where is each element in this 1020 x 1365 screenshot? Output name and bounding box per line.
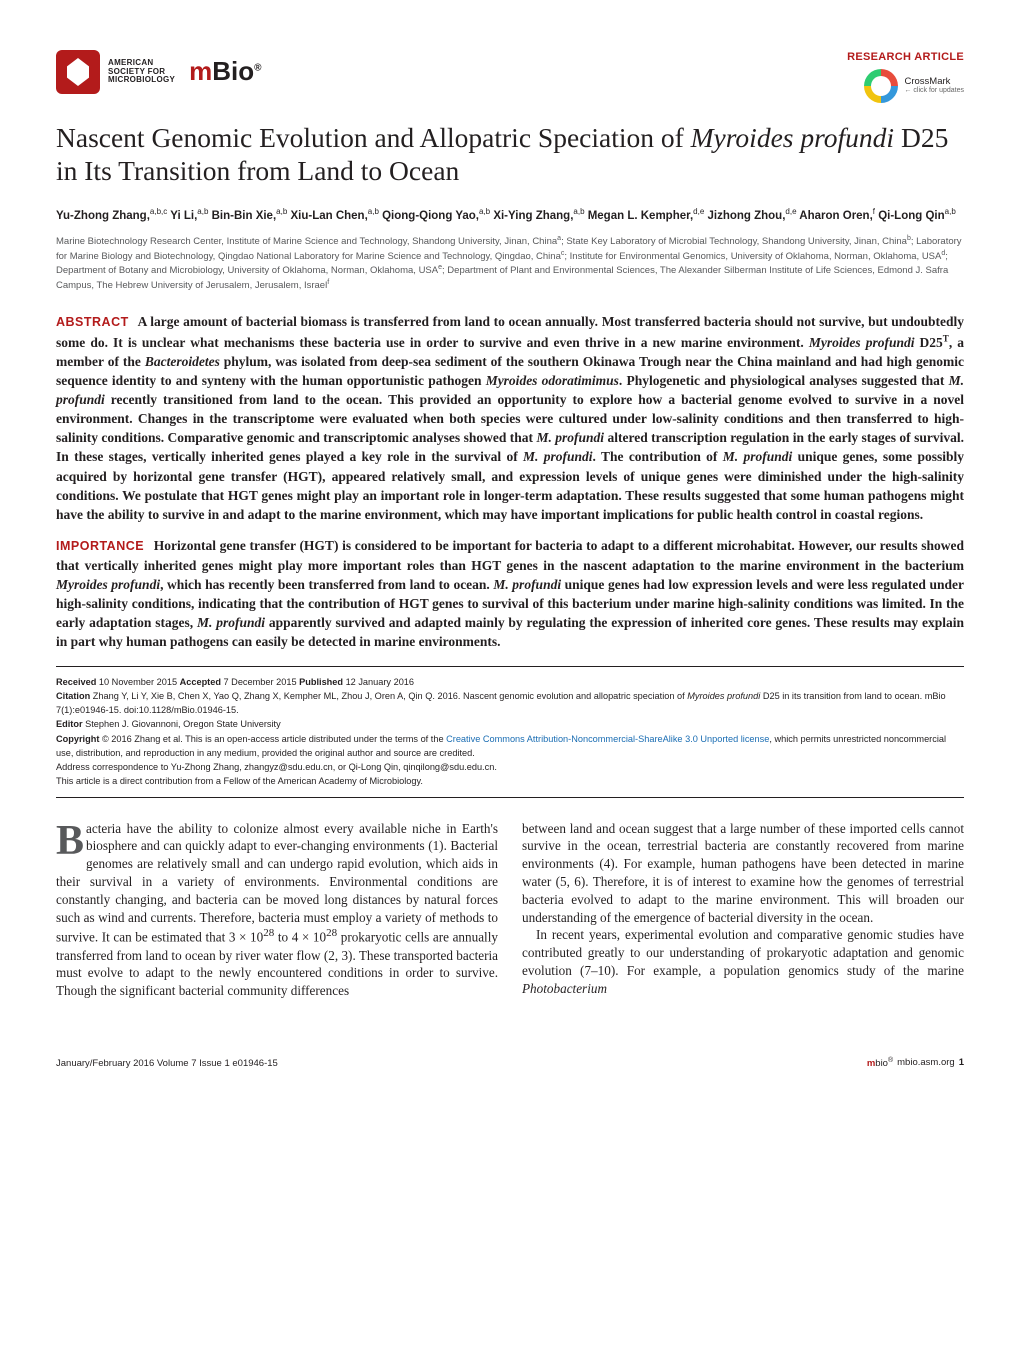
mbio-reg: ® — [254, 63, 261, 74]
society-name: AMERICANSOCIETY FORMICROBIOLOGY — [108, 59, 175, 84]
body-column-1: Bacteria have the ability to colonize al… — [56, 820, 498, 1001]
meta-citation: Citation Zhang Y, Li Y, Xie B, Chen X, Y… — [56, 689, 964, 718]
abstract-text: ABSTRACT A large amount of bacterial bio… — [56, 312, 964, 524]
footer-mbio-bio: bio — [875, 1058, 888, 1069]
title-pre: Nascent Genomic Evolution and Allopatric… — [56, 122, 691, 153]
crossmark-subtitle: ← click for updates — [904, 87, 964, 95]
logo-group: AMERICANSOCIETY FORMICROBIOLOGY mBio® — [56, 50, 262, 94]
meta-dates: Received 10 November 2015 Accepted 7 Dec… — [56, 675, 964, 689]
crossmark-title: CrossMark — [904, 77, 964, 87]
mbio-m: m — [189, 56, 212, 86]
body-col2-p2: In recent years, experimental evolution … — [522, 926, 964, 997]
article-type-label: RESEARCH ARTICLE — [847, 50, 964, 65]
footer-url: mbio.asm.org — [897, 1057, 955, 1070]
meta-correspondence: Address correspondence to Yu-Zhong Zhang… — [56, 760, 964, 774]
body-col1-p1: Bacteria have the ability to colonize al… — [56, 820, 498, 1001]
crossmark[interactable]: CrossMark ← click for updates — [847, 69, 964, 103]
asm-logo-icon — [56, 50, 100, 94]
body-columns: Bacteria have the ability to colonize al… — [56, 820, 964, 1001]
mbio-bio: Bio — [212, 56, 254, 86]
abstract-block: ABSTRACT A large amount of bacterial bio… — [56, 312, 964, 524]
importance-body: Horizontal gene transfer (HGT) is consid… — [56, 538, 964, 649]
page-header: AMERICANSOCIETY FORMICROBIOLOGY mBio® RE… — [56, 50, 964, 103]
footer-mbio-m: m — [867, 1058, 875, 1069]
body-column-2: between land and ocean suggest that a la… — [522, 820, 964, 1001]
footer-page-number: 1 — [959, 1057, 964, 1070]
footer-center: mbio® mbio.asm.org 1 — [867, 1056, 964, 1071]
title-species: Myroides profundi — [691, 122, 894, 153]
article-title: Nascent Genomic Evolution and Allopatric… — [56, 121, 964, 188]
abstract-label: ABSTRACT — [56, 315, 129, 329]
footer-mbio-reg: ® — [888, 1057, 893, 1064]
author-list: Yu-Zhong Zhang,a,b,c Yi Li,a,b Bin-Bin X… — [56, 206, 964, 225]
footer-mbio-logo: mbio® — [867, 1056, 893, 1071]
footer-issue: January/February 2016 Volume 7 Issue 1 e… — [56, 1058, 278, 1071]
importance-text: IMPORTANCE Horizontal gene transfer (HGT… — [56, 536, 964, 652]
affiliations: Marine Biotechnology Research Center, In… — [56, 234, 964, 292]
page-footer: January/February 2016 Volume 7 Issue 1 e… — [56, 1056, 964, 1071]
abstract-body: A large amount of bacterial biomass is t… — [56, 314, 964, 522]
crossmark-badge-icon — [864, 69, 898, 103]
meta-copyright: Copyright © 2016 Zhang et al. This is an… — [56, 732, 964, 761]
body-col2-p1: between land and ocean suggest that a la… — [522, 820, 964, 927]
header-right: RESEARCH ARTICLE CrossMark ← click for u… — [847, 50, 964, 103]
meta-box: Received 10 November 2015 Accepted 7 Dec… — [56, 666, 964, 798]
meta-contribution: This article is a direct contribution fr… — [56, 774, 964, 788]
importance-label: IMPORTANCE — [56, 539, 144, 553]
crossmark-text: CrossMark ← click for updates — [904, 77, 964, 95]
meta-editor: Editor Stephen J. Giovannoni, Oregon Sta… — [56, 717, 964, 731]
importance-block: IMPORTANCE Horizontal gene transfer (HGT… — [56, 536, 964, 652]
journal-logo: mBio® — [189, 54, 261, 89]
